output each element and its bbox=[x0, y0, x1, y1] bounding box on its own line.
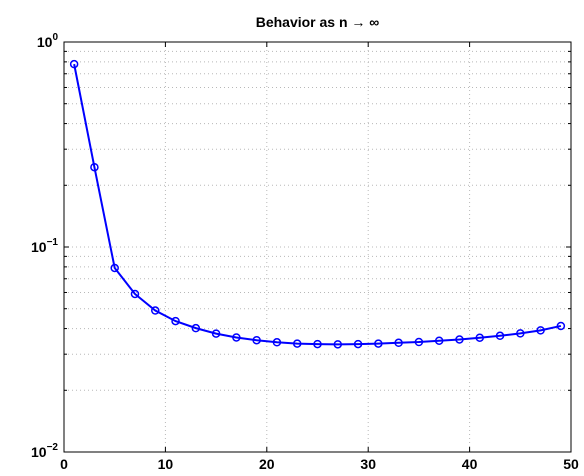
x-tick-label: 30 bbox=[360, 456, 376, 472]
data-point-marker bbox=[394, 338, 403, 348]
data-point-marker bbox=[252, 335, 261, 345]
data-point-marker bbox=[556, 321, 566, 331]
y-tick-exponent: −1 bbox=[47, 237, 59, 248]
data-point-marker bbox=[130, 289, 140, 299]
data-point-marker bbox=[313, 339, 322, 349]
axis-ticks bbox=[63, 42, 572, 452]
y-tick-base: 10 bbox=[31, 444, 47, 460]
data-point-marker bbox=[151, 306, 160, 315]
data-point-marker bbox=[434, 336, 444, 345]
data-point-marker bbox=[374, 339, 383, 348]
data-point-marker bbox=[211, 329, 221, 338]
x-tick-label: 40 bbox=[462, 456, 478, 472]
plot-series bbox=[69, 59, 566, 349]
x-tick-label: 20 bbox=[259, 456, 275, 472]
data-point-marker bbox=[191, 323, 201, 333]
data-point-marker bbox=[232, 333, 241, 342]
y-tick-label: 10−1 bbox=[31, 237, 58, 255]
y-tick-base: 10 bbox=[31, 239, 47, 255]
data-point-marker bbox=[475, 333, 484, 342]
data-point-marker bbox=[90, 162, 99, 172]
y-tick-base: 10 bbox=[37, 34, 53, 50]
x-tick-label: 0 bbox=[60, 456, 68, 472]
y-tick-exponent: −2 bbox=[47, 442, 59, 453]
data-point-marker bbox=[536, 326, 545, 335]
chart-title: Behavior as n → ∞ bbox=[256, 14, 380, 30]
y-tick-exponent: 0 bbox=[52, 32, 58, 43]
data-point-marker bbox=[455, 335, 464, 344]
data-point-marker bbox=[110, 263, 119, 273]
data-point-marker bbox=[333, 340, 343, 349]
x-tick-label: 10 bbox=[158, 456, 174, 472]
data-point-marker bbox=[292, 339, 302, 348]
data-point-marker bbox=[353, 339, 363, 349]
data-point-marker bbox=[272, 338, 282, 347]
axes-frame bbox=[63, 41, 572, 453]
grid bbox=[64, 42, 571, 452]
data-point-marker bbox=[516, 329, 525, 338]
y-tick-label: 100 bbox=[37, 32, 59, 50]
y-tick-label: 10−2 bbox=[31, 442, 58, 460]
data-point-marker bbox=[69, 59, 79, 69]
data-point-marker bbox=[171, 316, 180, 326]
data-point-marker bbox=[495, 331, 505, 341]
x-tick-label: 50 bbox=[563, 456, 579, 472]
series-line bbox=[73, 63, 562, 346]
data-point-marker bbox=[414, 337, 424, 347]
